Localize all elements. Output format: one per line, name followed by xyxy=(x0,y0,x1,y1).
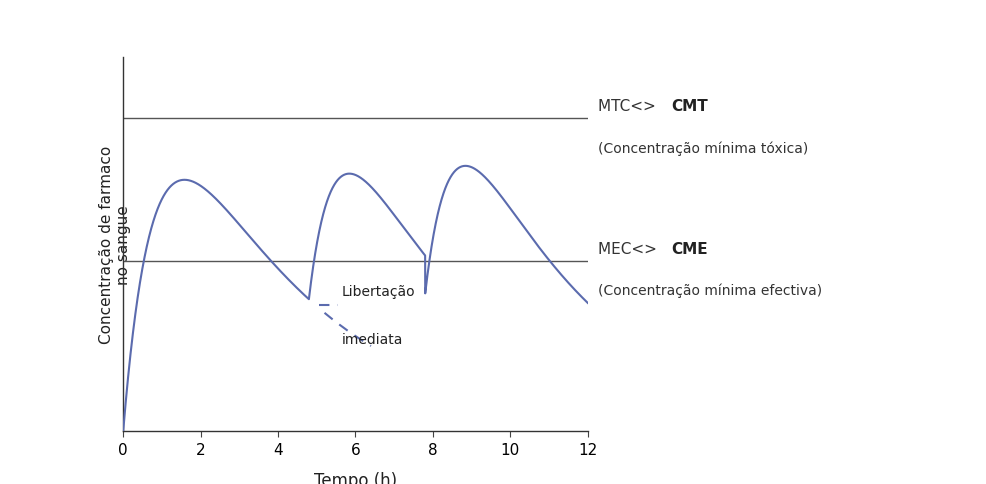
Text: MTC<>: MTC<> xyxy=(598,99,661,114)
Text: MEC<>: MEC<> xyxy=(598,242,662,257)
Text: imediata: imediata xyxy=(342,333,403,347)
Text: CMT: CMT xyxy=(671,99,708,114)
Y-axis label: Concentração de farmaco
no sangue: Concentração de farmaco no sangue xyxy=(99,146,131,343)
Text: (Concentração mínima efectiva): (Concentração mínima efectiva) xyxy=(598,283,821,298)
X-axis label: Tempo (h): Tempo (h) xyxy=(314,470,397,484)
Text: CME: CME xyxy=(671,242,708,257)
Text: Libertação: Libertação xyxy=(342,285,415,299)
Text: (Concentração mínima tóxica): (Concentração mínima tóxica) xyxy=(598,141,808,155)
